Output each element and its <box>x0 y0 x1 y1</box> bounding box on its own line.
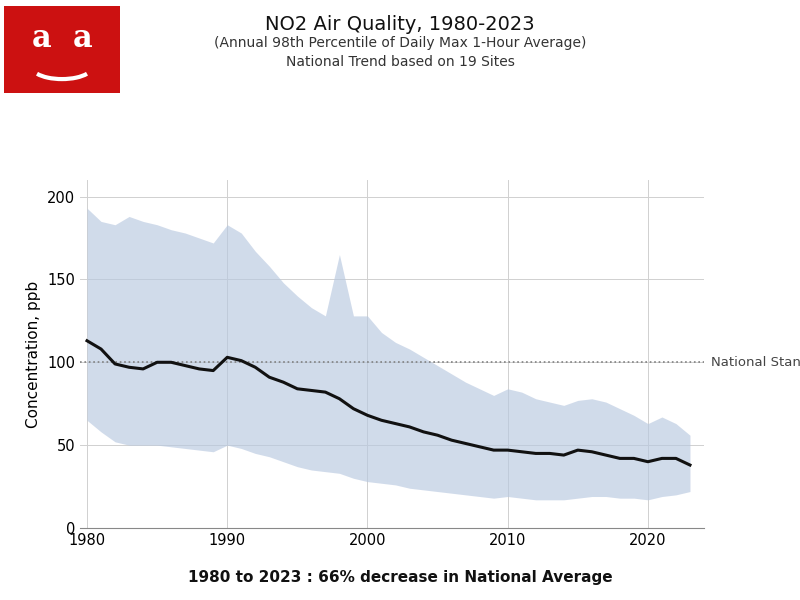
Text: 1980 to 2023 : 66% decrease in National Average: 1980 to 2023 : 66% decrease in National … <box>188 570 612 585</box>
Y-axis label: Concentration, ppb: Concentration, ppb <box>26 280 42 428</box>
Text: (Annual 98th Percentile of Daily Max 1-Hour Average): (Annual 98th Percentile of Daily Max 1-H… <box>214 36 586 50</box>
FancyBboxPatch shape <box>0 2 126 97</box>
Text: National Standard: National Standard <box>711 356 800 369</box>
Text: a  a: a a <box>32 23 92 53</box>
Text: NO2 Air Quality, 1980-2023: NO2 Air Quality, 1980-2023 <box>265 15 535 34</box>
Text: National Trend based on 19 Sites: National Trend based on 19 Sites <box>286 55 514 69</box>
